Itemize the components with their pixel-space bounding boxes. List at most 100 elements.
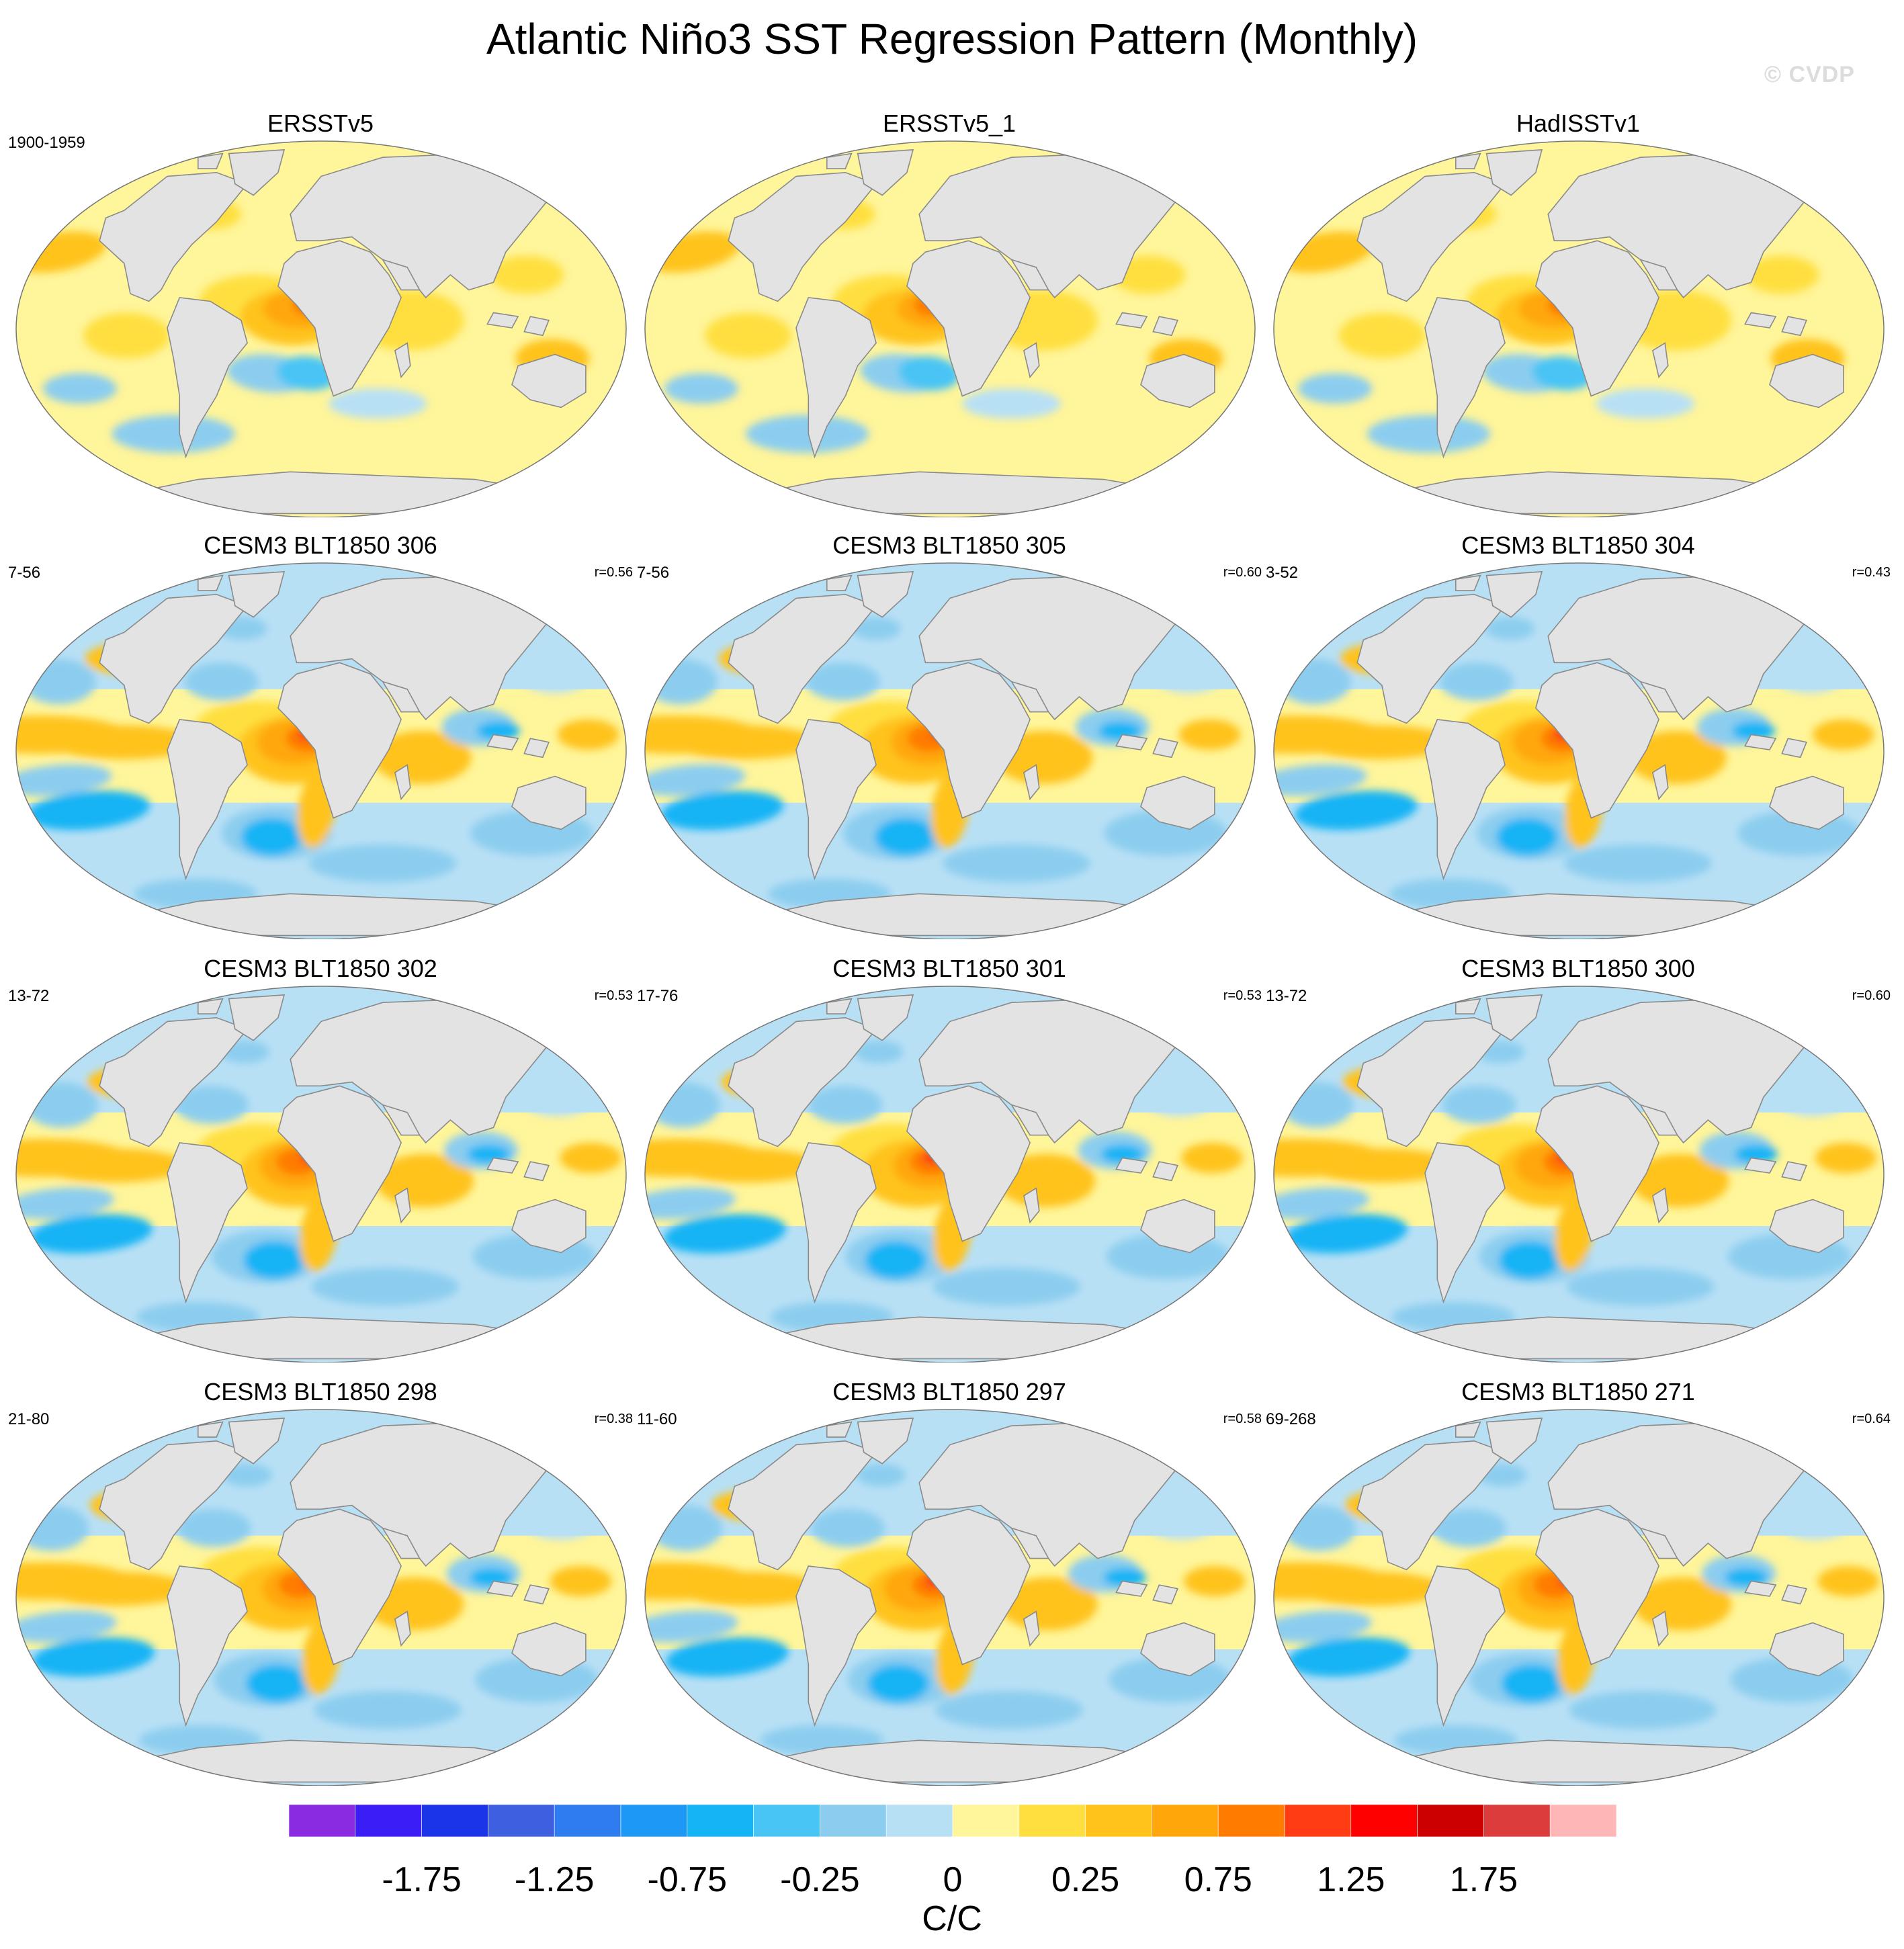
sst-anomaly-region <box>645 764 746 796</box>
sst-anomaly-region <box>1178 719 1241 750</box>
sst-anomaly-region <box>851 617 901 640</box>
sst-anomaly-region <box>520 1078 595 1117</box>
land-mass <box>1639 1527 1678 1559</box>
land-mass <box>381 1104 421 1136</box>
sst-anomaly-region <box>1773 655 1848 693</box>
panel-title: CESM3 BLT1850 297 <box>832 1378 1066 1405</box>
colorbar-swatch <box>488 1805 555 1837</box>
panel-year-range: 21-80 <box>8 1410 50 1428</box>
land-mass <box>1769 775 1844 830</box>
colorbar-swatch <box>687 1805 754 1837</box>
figure-title: Atlantic Niño3 SST Regression Pattern (M… <box>486 15 1418 63</box>
land-mass <box>826 1421 853 1438</box>
land-mass <box>99 171 249 302</box>
sst-anomaly-region <box>177 1509 251 1547</box>
land-mass <box>1152 1161 1179 1182</box>
map-panel: HadISSTv1 <box>1266 109 1891 517</box>
land-mass <box>167 1565 248 1727</box>
sst-anomaly-region <box>1778 1502 1852 1540</box>
colorbar-swatch <box>1152 1805 1219 1837</box>
sst-anomaly-region <box>1734 1144 1778 1164</box>
sst-anomaly-region <box>1501 1664 1563 1702</box>
land-mass <box>795 1565 877 1727</box>
sst-anomaly-region <box>806 662 880 701</box>
land-mass <box>1140 1622 1215 1677</box>
colorbar-tick-label: 0.25 <box>1051 1860 1120 1899</box>
land-mass <box>1485 994 1543 1041</box>
land-mass <box>1115 1157 1148 1174</box>
sst-anomaly-region <box>1307 1148 1455 1183</box>
land-mass <box>394 1610 411 1647</box>
land-mass <box>277 1085 402 1242</box>
sst-anomaly-region <box>935 1691 1083 1729</box>
land-mass <box>1356 1016 1506 1147</box>
land-mass <box>1744 1157 1777 1174</box>
panel-title: CESM3 BLT1850 298 <box>204 1378 437 1405</box>
land-mass <box>511 775 587 830</box>
sst-anomaly-region <box>1277 658 1352 705</box>
panel-title: CESM3 BLT1850 300 <box>1461 955 1695 982</box>
colorbar-swatch <box>421 1805 488 1837</box>
land-mass <box>486 1580 519 1597</box>
sst-anomaly-region <box>32 1637 155 1677</box>
sst-anomaly-region <box>1776 1078 1850 1117</box>
sst-anomaly-region <box>943 844 1090 883</box>
land-mass <box>511 1622 587 1677</box>
map-panel: ERSSTv5_1 <box>637 109 1262 517</box>
land-mass <box>394 1187 411 1224</box>
land-mass <box>826 574 853 591</box>
sst-anomaly-region <box>867 1664 929 1702</box>
sst-anomaly-region <box>856 1463 906 1487</box>
land-mass <box>1424 1565 1506 1727</box>
sst-anomaly-region <box>663 1214 787 1254</box>
land-mass <box>197 998 224 1014</box>
sst-anomaly-region <box>311 1268 460 1306</box>
land-mass <box>1455 998 1481 1014</box>
sst-anomaly-region <box>1103 1567 1147 1587</box>
sst-regression-map <box>15 986 627 1362</box>
land-mass <box>394 342 411 379</box>
land-mass <box>1424 1142 1506 1304</box>
sst-anomaly-region <box>557 719 619 750</box>
land-mass <box>826 153 853 169</box>
land-mass <box>1485 1418 1543 1465</box>
colorbar-swatch <box>1085 1805 1152 1837</box>
land-mass <box>523 316 550 337</box>
sst-anomaly-region <box>675 1571 824 1606</box>
sst-anomaly-region <box>1279 1082 1354 1128</box>
land-mass <box>1115 312 1148 329</box>
sst-anomaly-region <box>962 388 1061 419</box>
land-mass <box>381 259 421 291</box>
colorbar-swatch <box>620 1805 688 1837</box>
panel-year-range: 17-76 <box>637 987 679 1005</box>
land-mass <box>1535 1085 1659 1242</box>
sst-anomaly-region <box>660 791 784 830</box>
land-mass <box>486 312 519 329</box>
panel-title: CESM3 BLT1850 301 <box>832 955 1066 982</box>
land-mass <box>523 1161 550 1182</box>
sst-anomaly-region <box>49 725 197 760</box>
land-mass <box>394 764 411 801</box>
land-mass <box>1651 764 1669 801</box>
sst-anomaly-region <box>1285 1214 1408 1254</box>
land-mass <box>167 297 248 459</box>
sst-anomaly-region <box>174 1086 249 1124</box>
land-mass <box>511 1199 587 1254</box>
sst-anomaly-region <box>16 1505 89 1551</box>
sst-regression-map <box>1273 562 1885 939</box>
sst-anomaly-region <box>705 312 791 359</box>
sst-regression-map <box>15 1409 627 1786</box>
panel-year-range: 69-268 <box>1266 1410 1316 1428</box>
sst-anomaly-region <box>854 1040 904 1064</box>
colorbar-swatch <box>554 1805 621 1837</box>
colorbar-swatch <box>1019 1805 1086 1837</box>
sst-anomaly-region <box>21 658 96 705</box>
land-mass <box>1781 738 1808 759</box>
sst-anomaly-region <box>83 312 170 359</box>
land-mass <box>1639 259 1678 291</box>
sst-anomaly-region <box>246 1664 308 1702</box>
land-mass <box>1455 1421 1481 1438</box>
colorbar-swatch <box>952 1805 1020 1837</box>
land-mass <box>1455 153 1481 169</box>
sst-anomaly-region <box>550 1565 612 1596</box>
